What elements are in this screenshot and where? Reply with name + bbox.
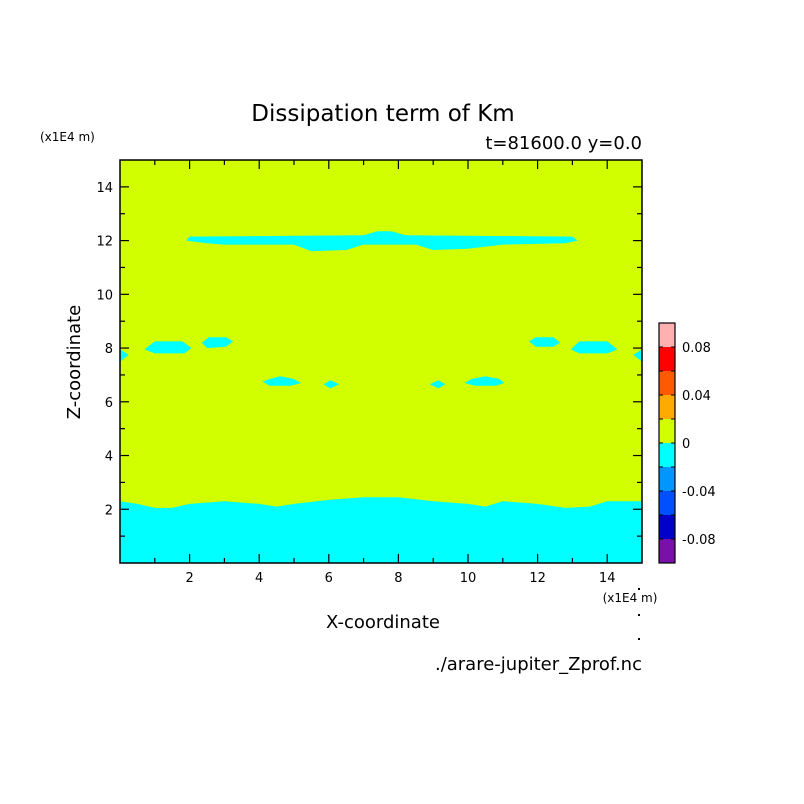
contour-region-blob-right-2 bbox=[570, 341, 618, 354]
y-tick-label: 14 bbox=[96, 181, 113, 196]
contour-region-upper-band bbox=[186, 231, 578, 252]
colorbar-segment bbox=[659, 467, 675, 491]
y-tick-label: 6 bbox=[105, 396, 113, 411]
colorbar: -0.08 -0.04 0 0.04 0.08 bbox=[658, 322, 716, 564]
y-axis-ticks: 2 4 6 8 10 12 14 bbox=[96, 181, 642, 537]
colorbar-segment bbox=[659, 323, 675, 347]
x-tick-label: 6 bbox=[325, 571, 333, 586]
x-tick-label: 10 bbox=[460, 571, 477, 586]
colorbar-tick-label: 0.08 bbox=[682, 341, 711, 356]
y-tick-label: 4 bbox=[105, 450, 113, 465]
x-tick-label: 2 bbox=[185, 571, 193, 586]
y-tick-label: 12 bbox=[96, 235, 113, 250]
colorbar-segment bbox=[659, 539, 675, 563]
marker-dot bbox=[638, 614, 640, 616]
x-tick-label: 8 bbox=[394, 571, 402, 586]
colorbar-segment bbox=[659, 347, 675, 371]
y-axis-label: Z-coordinate bbox=[64, 305, 85, 420]
contour-region-bottom-layer bbox=[120, 497, 642, 563]
colorbar-tick-label: 0 bbox=[682, 437, 690, 452]
chart-subtitle: t=81600.0 y=0.0 bbox=[485, 133, 642, 154]
x-unit-label: (x1E4 m) bbox=[603, 591, 658, 605]
marker-dot bbox=[638, 588, 640, 590]
x-tick-label: 12 bbox=[529, 571, 546, 586]
contour-region-dot-left bbox=[323, 380, 340, 389]
contour-region-dot-right bbox=[429, 380, 446, 389]
colorbar-segment bbox=[659, 419, 675, 443]
marker-dot bbox=[638, 638, 640, 640]
chart-title: Dissipation term of Km bbox=[251, 101, 514, 127]
contour-region-edge-left bbox=[120, 349, 129, 362]
colorbar-segment bbox=[659, 491, 675, 515]
x-tick-label: 4 bbox=[255, 571, 263, 586]
x-tick-label: 14 bbox=[599, 571, 616, 586]
y-tick-label: 2 bbox=[105, 503, 113, 518]
colorbar-tick-label: -0.04 bbox=[682, 485, 716, 500]
contour-regions bbox=[120, 231, 642, 563]
colorbar-segment bbox=[659, 443, 675, 467]
plot-area: 2 4 6 8 10 12 14 2 4 6 8 10 12 14 bbox=[96, 159, 643, 586]
contour-region-blob-right-1 bbox=[528, 337, 561, 347]
contour-region-blob-mid-right bbox=[464, 376, 505, 386]
x-axis-label: X-coordinate bbox=[326, 612, 440, 633]
contour-region-blob-left-1 bbox=[144, 341, 192, 354]
y-tick-label: 8 bbox=[105, 342, 113, 357]
colorbar-segment bbox=[659, 371, 675, 395]
contour-region-blob-left-2 bbox=[201, 337, 234, 349]
colorbar-segment bbox=[659, 395, 675, 419]
background-contour bbox=[120, 160, 642, 563]
colorbar-tick-label: -0.08 bbox=[682, 533, 716, 548]
y-tick-label: 10 bbox=[96, 288, 113, 303]
colorbar-segment bbox=[659, 515, 675, 539]
contour-region-blob-mid-left bbox=[262, 376, 301, 386]
marker-dots bbox=[638, 588, 640, 640]
plot-frame bbox=[119, 159, 643, 564]
contour-region-edge-right bbox=[633, 349, 642, 362]
y-unit-label: (x1E4 m) bbox=[40, 130, 95, 144]
x-axis-ticks: 2 4 6 8 10 12 14 bbox=[154, 160, 616, 586]
colorbar-tick-label: 0.04 bbox=[682, 389, 711, 404]
source-file-label: ./arare-jupiter_Zprof.nc bbox=[435, 654, 642, 675]
